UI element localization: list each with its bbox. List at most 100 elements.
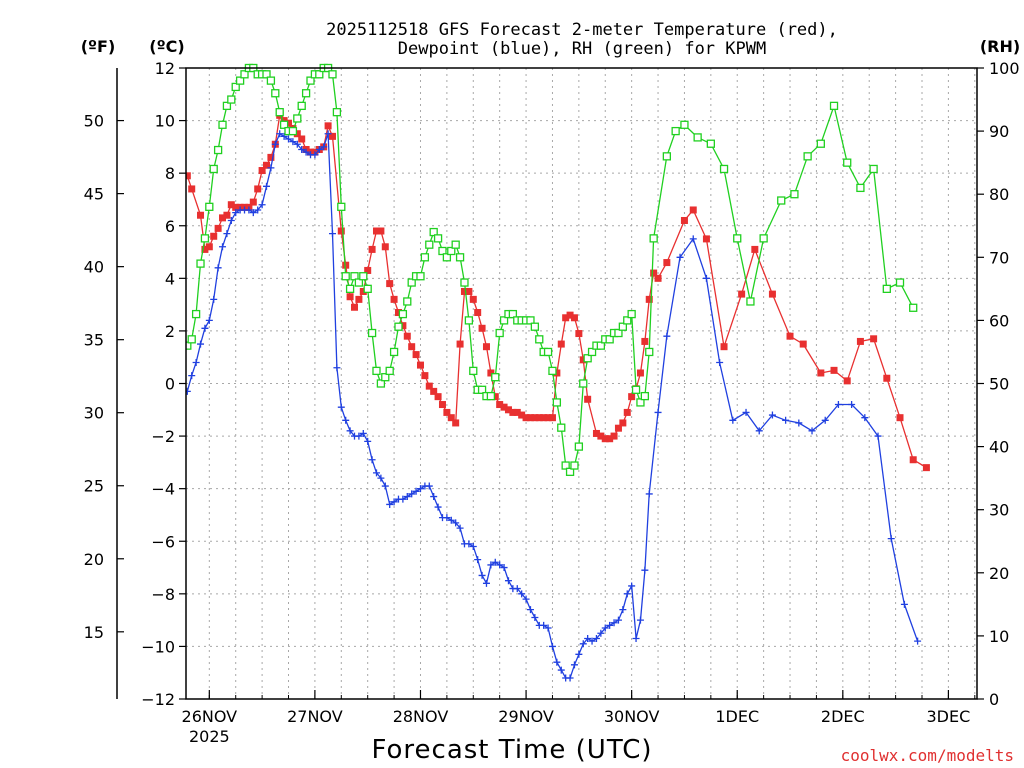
fahrenheit-tick-label: 50 <box>84 112 104 131</box>
point-rh <box>486 391 496 401</box>
celsius-tick-label: −4 <box>151 480 175 499</box>
point-rh <box>614 328 623 338</box>
point-dewpoint <box>584 635 592 643</box>
celsius-tick-label: −2 <box>151 427 175 446</box>
celsius-tick-label: 12 <box>155 59 175 78</box>
x-tick-label: 27NOV <box>287 707 343 726</box>
point-temperature <box>359 287 367 295</box>
point-dewpoint <box>188 372 196 380</box>
point-temperature <box>342 261 350 269</box>
celsius-tick-label: −6 <box>151 532 175 551</box>
point-temperature <box>592 429 600 437</box>
point-temperature <box>452 419 460 427</box>
point-dewpoint <box>337 403 345 411</box>
point-dewpoint <box>768 411 776 419</box>
point-temperature <box>518 411 526 419</box>
point-rh <box>381 373 390 382</box>
point-temperature <box>368 245 376 253</box>
point-temperature <box>412 351 420 359</box>
point-temperature <box>201 245 209 253</box>
rh-tick-label: 20 <box>989 564 1009 583</box>
point-dewpoint <box>201 324 209 332</box>
point-rh <box>288 126 298 136</box>
point-temperature <box>469 295 477 303</box>
point-rh <box>337 202 346 211</box>
point-rh <box>477 385 487 394</box>
point-dewpoint <box>408 490 416 498</box>
point-dewpoint <box>531 613 539 621</box>
point-rh <box>561 461 570 470</box>
point-dewpoint <box>399 495 407 503</box>
celsius-tick-label: −10 <box>141 637 175 656</box>
point-temperature <box>654 274 662 282</box>
point-temperature <box>186 172 191 180</box>
point-dewpoint <box>381 482 389 490</box>
celsius-tick-label: 2 <box>165 322 175 341</box>
point-dewpoint <box>403 493 411 501</box>
point-dewpoint <box>245 206 253 214</box>
point-rh <box>719 164 729 174</box>
point-rh <box>596 341 606 350</box>
point-dewpoint <box>355 432 363 440</box>
point-temperature <box>496 401 504 409</box>
point-dewpoint <box>443 514 451 522</box>
series-clip-group <box>186 63 930 682</box>
point-dewpoint <box>346 427 354 435</box>
point-rh <box>186 341 192 350</box>
fahrenheit-tick-label: 25 <box>84 477 104 496</box>
point-rh <box>816 139 825 148</box>
point-dewpoint <box>645 490 653 498</box>
point-temperature <box>205 243 213 251</box>
chart-title-line1: 2025112518 GFS Forecast 2-meter Temperat… <box>326 20 838 40</box>
point-rh <box>341 272 350 281</box>
point-dewpoint <box>601 624 609 632</box>
point-rh <box>583 354 592 363</box>
point-dewpoint <box>575 650 583 658</box>
point-dewpoint <box>377 474 385 482</box>
point-temperature <box>566 311 574 319</box>
point-dewpoint <box>540 621 548 629</box>
point-rh <box>693 133 702 142</box>
point-rh <box>499 316 509 325</box>
point-rh <box>803 152 812 161</box>
point-rh <box>429 227 438 237</box>
point-dewpoint <box>716 358 724 366</box>
point-dewpoint <box>513 585 521 593</box>
point-dewpoint <box>315 146 323 154</box>
fahrenheit-tick-label: 45 <box>84 185 104 204</box>
point-temperature <box>399 322 407 330</box>
point-dewpoint <box>412 487 420 495</box>
point-temperature <box>504 406 512 414</box>
point-dewpoint <box>249 209 257 217</box>
point-dewpoint <box>570 661 578 669</box>
point-rh <box>235 76 245 85</box>
point-rh <box>209 164 218 174</box>
point-dewpoint <box>263 182 271 190</box>
rh-tick-label: 10 <box>989 627 1009 646</box>
point-temperature <box>623 408 631 416</box>
point-rh <box>398 309 408 319</box>
point-dewpoint <box>386 500 394 508</box>
point-temperature <box>381 243 389 251</box>
point-temperature <box>394 309 402 317</box>
point-temperature <box>526 414 534 422</box>
celsius-tick-label: 10 <box>155 112 175 131</box>
point-dewpoint <box>579 640 587 648</box>
point-rh <box>279 120 289 129</box>
point-dewpoint <box>491 558 499 566</box>
point-temperature <box>614 424 622 432</box>
point-rh <box>315 70 324 79</box>
point-dewpoint <box>258 201 266 209</box>
point-rh <box>403 297 412 306</box>
point-dewpoint <box>227 216 235 224</box>
point-temperature <box>799 340 807 348</box>
point-dewpoint <box>482 579 490 587</box>
point-temperature <box>263 161 271 169</box>
point-rh <box>222 101 232 111</box>
point-temperature <box>434 393 442 401</box>
point-rh <box>306 76 315 85</box>
point-dewpoint <box>887 535 895 543</box>
point-temperature <box>223 211 231 219</box>
point-rh <box>231 82 240 92</box>
